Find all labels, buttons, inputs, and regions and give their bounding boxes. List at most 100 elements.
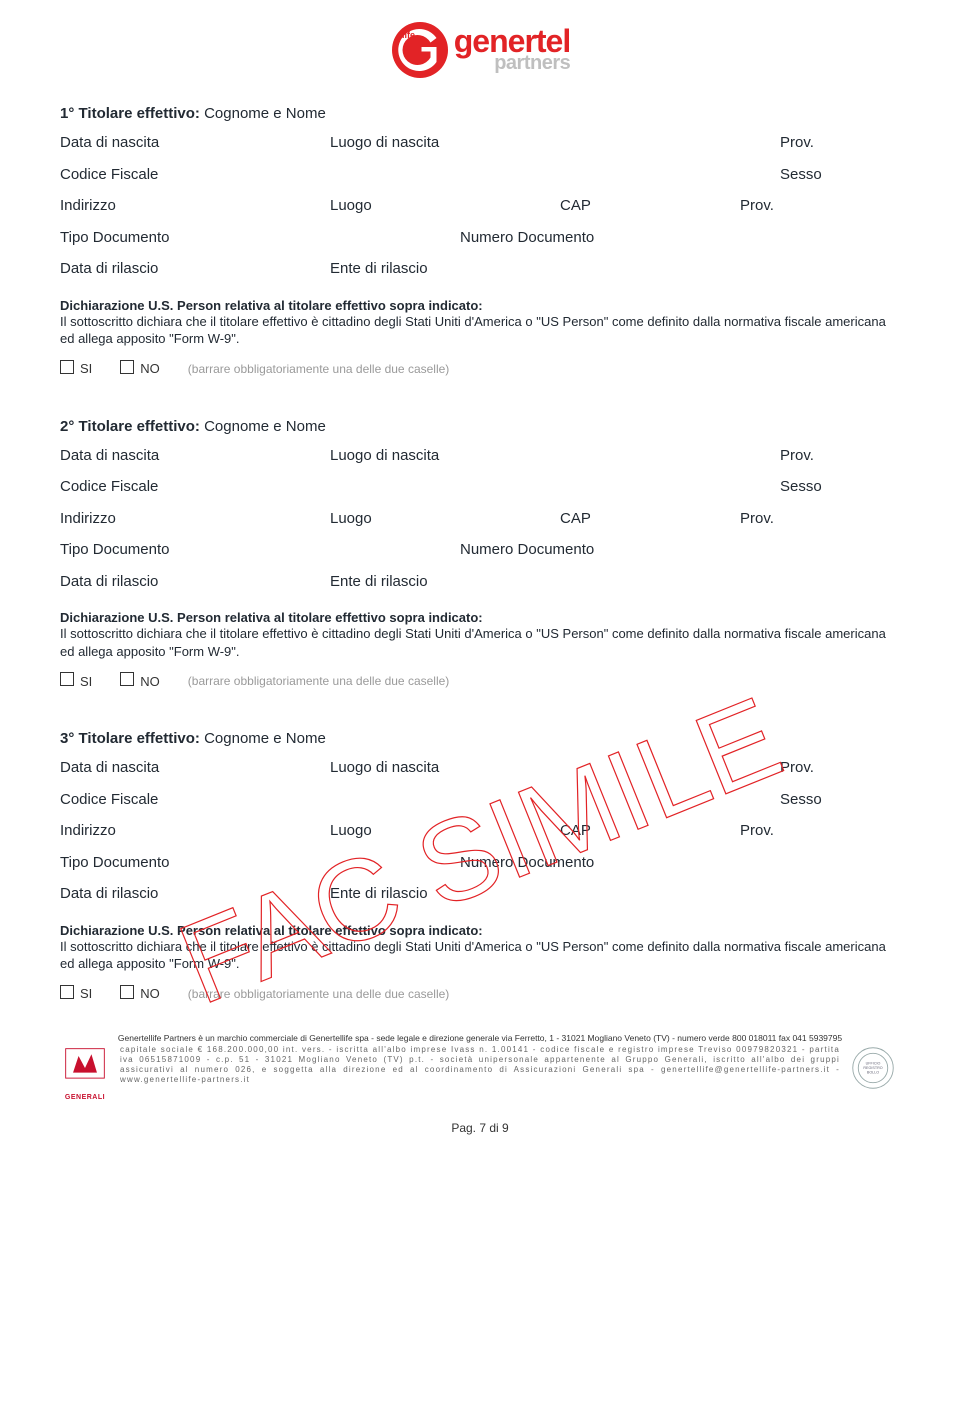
field-luogo: Luogo [330, 193, 560, 219]
footer-stamp-icon: UFFICIO REGISTRO BOLLO [850, 1045, 900, 1094]
checkbox-no-2[interactable] [120, 672, 134, 686]
field-prov2: Prov. [740, 193, 860, 219]
field-ente-rilascio: Ente di rilascio [330, 569, 900, 595]
logo-life-text: life [402, 30, 415, 40]
field-cap: CAP [560, 818, 740, 844]
logo-g-icon: life [390, 20, 450, 80]
checkbox-note: (barrare obbligatoriamente una delle due… [188, 987, 450, 1001]
section-idx: 2° [60, 418, 74, 435]
field-codice-fiscale: Codice Fiscale [60, 162, 780, 188]
checkbox-no-3[interactable] [120, 985, 134, 999]
row-documento: Tipo Documento Numero Documento [60, 225, 900, 251]
row-cf: Codice Fiscale Sesso [60, 162, 900, 188]
label-si: SI [80, 674, 92, 689]
field-data-nascita: Data di nascita [60, 130, 330, 156]
logo-sub: partners [454, 55, 570, 72]
field-data-rilascio: Data di rilascio [60, 881, 330, 907]
field-luogo: Luogo [330, 818, 560, 844]
field-indirizzo: Indirizzo [60, 193, 330, 219]
field-codice-fiscale: Codice Fiscale [60, 474, 780, 500]
field-data-rilascio: Data di rilascio [60, 256, 330, 282]
row-rilascio: Data di rilascio Ente di rilascio [60, 569, 900, 595]
section-rest: Cognome e Nome [204, 105, 326, 122]
checkbox-note: (barrare obbligatoriamente una delle due… [188, 674, 450, 688]
row-indirizzo: Indirizzo Luogo CAP Prov. [60, 193, 900, 219]
checkbox-no-1[interactable] [120, 360, 134, 374]
row-nascita: Data di nascita Luogo di nascita Prov. [60, 443, 900, 469]
svg-text:BOLLO: BOLLO [867, 1071, 879, 1075]
field-luogo-nascita: Luogo di nascita [330, 755, 780, 781]
titolare-section-3: 3° Titolare effettivo: Cognome e Nome Da… [60, 730, 900, 1003]
label-si: SI [80, 361, 92, 376]
field-prov2: Prov. [740, 818, 860, 844]
generali-label: GENERALI [60, 1094, 110, 1103]
field-data-nascita: Data di nascita [60, 755, 330, 781]
field-luogo-nascita: Luogo di nascita [330, 443, 780, 469]
checkbox-note: (barrare obbligatoriamente una delle due… [188, 362, 450, 376]
section-prefix: Titolare effettivo: [79, 418, 200, 435]
declaration-body-1: Il sottoscritto dichiara che il titolare… [60, 313, 900, 348]
field-numero-documento: Numero Documento [460, 225, 900, 251]
declaration-heading-2: Dichiarazione U.S. Person relativa al ti… [60, 610, 900, 625]
declaration-body-2: Il sottoscritto dichiara che il titolare… [60, 625, 900, 660]
label-no: NO [140, 361, 160, 376]
row-documento: Tipo Documento Numero Documento [60, 850, 900, 876]
section-2-title: 2° Titolare effettivo: Cognome e Nome [60, 418, 900, 435]
declaration-body-3: Il sottoscritto dichiara che il titolare… [60, 938, 900, 973]
field-prov: Prov. [780, 755, 900, 781]
field-luogo: Luogo [330, 506, 560, 532]
genertel-logo: life genertel partners [390, 20, 570, 80]
checkbox-row-3: SI NO (barrare obbligatoriamente una del… [60, 985, 900, 1003]
section-prefix: Titolare effettivo: [79, 105, 200, 122]
section-rest: Cognome e Nome [204, 418, 326, 435]
page-number: Pag. 7 di 9 [60, 1121, 900, 1135]
footer-text: capitale sociale € 168.200.000,00 int. v… [120, 1045, 840, 1085]
section-prefix: Titolare effettivo: [79, 730, 200, 747]
field-tipo-documento: Tipo Documento [60, 225, 460, 251]
logo-text-block: genertel partners [454, 28, 570, 72]
field-numero-documento: Numero Documento [460, 850, 900, 876]
field-cap: CAP [560, 193, 740, 219]
field-codice-fiscale: Codice Fiscale [60, 787, 780, 813]
row-rilascio: Data di rilascio Ente di rilascio [60, 881, 900, 907]
field-prov: Prov. [780, 443, 900, 469]
row-nascita: Data di nascita Luogo di nascita Prov. [60, 130, 900, 156]
section-idx: 3° [60, 730, 74, 747]
footer-line1: Genertellife Partners è un marchio comme… [60, 1033, 900, 1044]
checkbox-si-2[interactable] [60, 672, 74, 686]
row-documento: Tipo Documento Numero Documento [60, 537, 900, 563]
section-1-title: 1° Titolare effettivo: Cognome e Nome [60, 105, 900, 122]
footer-block: GENERALI capitale sociale € 168.200.000,… [60, 1045, 900, 1103]
section-idx: 1° [60, 105, 74, 122]
field-ente-rilascio: Ente di rilascio [330, 256, 900, 282]
field-ente-rilascio: Ente di rilascio [330, 881, 900, 907]
row-indirizzo: Indirizzo Luogo CAP Prov. [60, 818, 900, 844]
checkbox-si-1[interactable] [60, 360, 74, 374]
label-no: NO [140, 674, 160, 689]
svg-text:UFFICIO: UFFICIO [866, 1062, 881, 1066]
row-cf: Codice Fiscale Sesso [60, 787, 900, 813]
titolare-section-2: 2° Titolare effettivo: Cognome e Nome Da… [60, 418, 900, 691]
checkbox-si-3[interactable] [60, 985, 74, 999]
field-prov2: Prov. [740, 506, 860, 532]
row-rilascio: Data di rilascio Ente di rilascio [60, 256, 900, 282]
row-cf: Codice Fiscale Sesso [60, 474, 900, 500]
field-tipo-documento: Tipo Documento [60, 537, 460, 563]
generali-logo: GENERALI [60, 1045, 110, 1103]
logo-brand: genertel [454, 28, 570, 55]
checkbox-row-1: SI NO (barrare obbligatoriamente una del… [60, 360, 900, 378]
row-nascita: Data di nascita Luogo di nascita Prov. [60, 755, 900, 781]
field-luogo-nascita: Luogo di nascita [330, 130, 780, 156]
field-prov: Prov. [780, 130, 900, 156]
page-container: life genertel partners 1° Titolare effet… [0, 0, 960, 1155]
field-sesso: Sesso [780, 787, 900, 813]
section-rest: Cognome e Nome [204, 730, 326, 747]
declaration-heading-3: Dichiarazione U.S. Person relativa al ti… [60, 923, 900, 938]
field-data-rilascio: Data di rilascio [60, 569, 330, 595]
field-cap: CAP [560, 506, 740, 532]
field-indirizzo: Indirizzo [60, 818, 330, 844]
label-si: SI [80, 986, 92, 1001]
row-indirizzo: Indirizzo Luogo CAP Prov. [60, 506, 900, 532]
field-sesso: Sesso [780, 474, 900, 500]
field-indirizzo: Indirizzo [60, 506, 330, 532]
